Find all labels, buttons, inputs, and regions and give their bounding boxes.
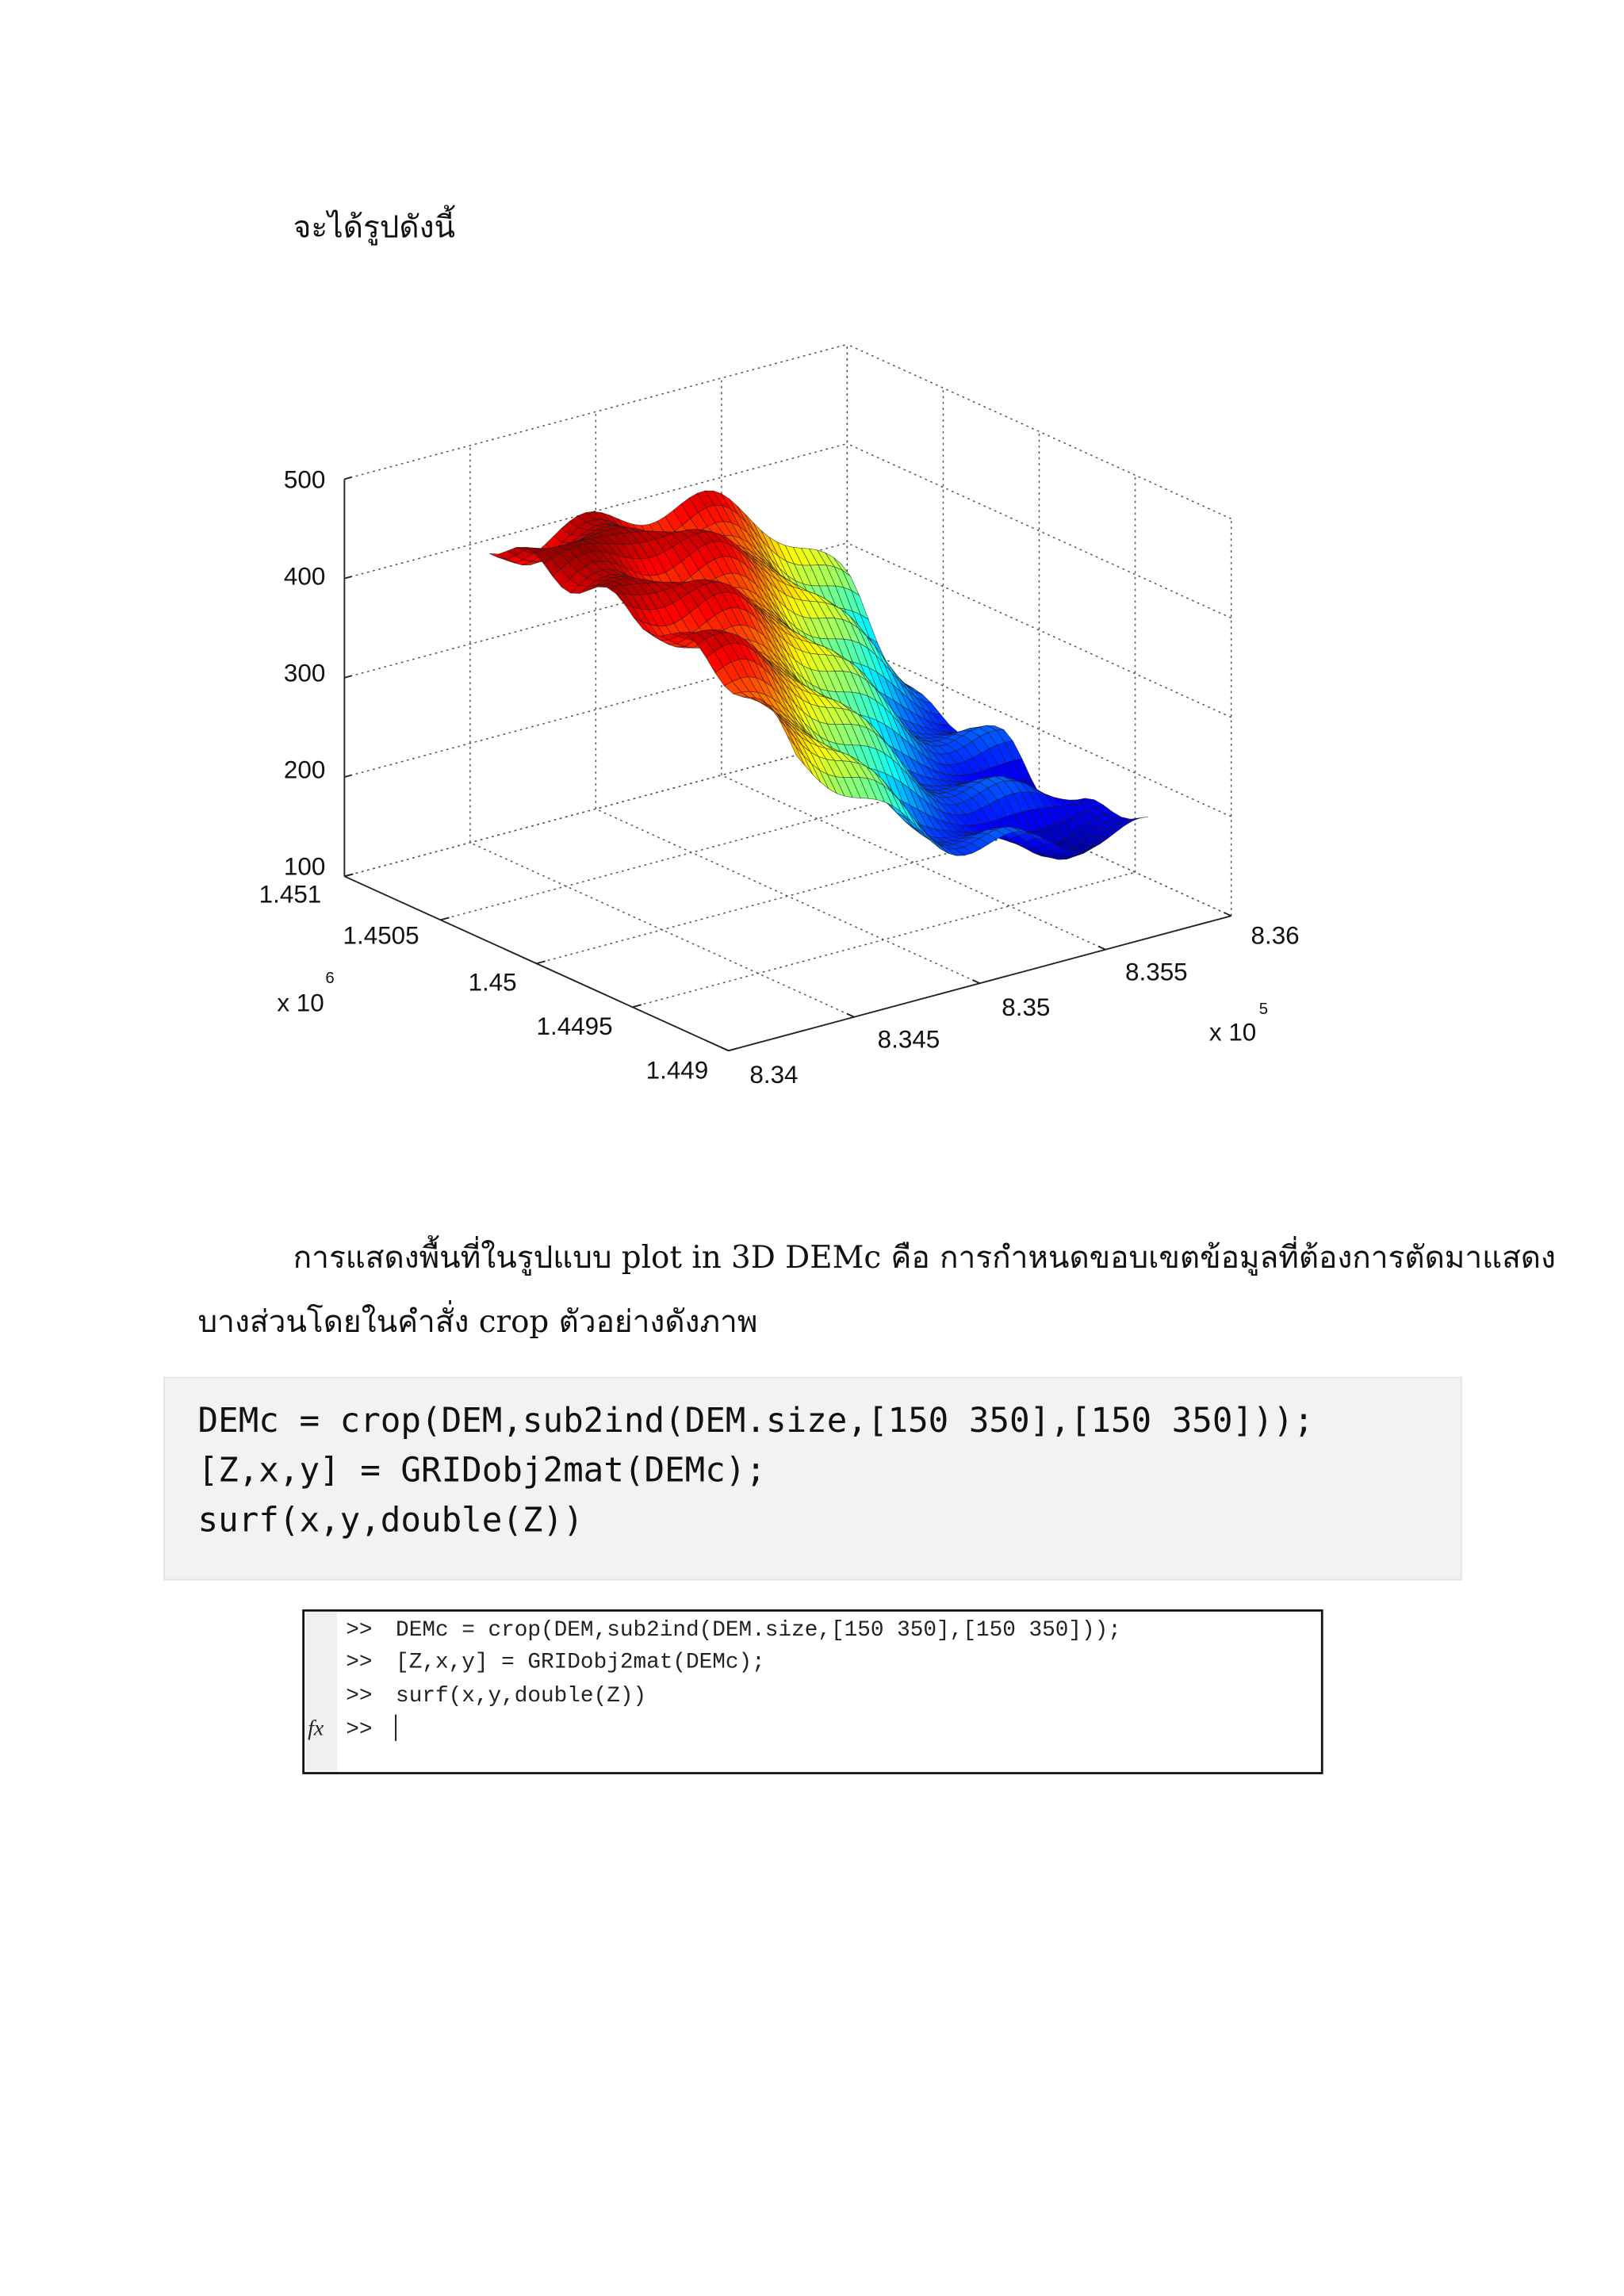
x-tick-label: 8.35 bbox=[1002, 993, 1050, 1021]
grid-line bbox=[632, 871, 1136, 1008]
x-tick-label: 8.36 bbox=[1251, 921, 1300, 949]
code-line: DEMc = crop(DEM,sub2ind(DEM.size,[150 35… bbox=[198, 1402, 1314, 1441]
console-window bbox=[302, 1609, 1323, 1774]
x-tick-label: 8.34 bbox=[749, 1061, 798, 1089]
tick-mark bbox=[536, 960, 546, 965]
z-tick-label: 200 bbox=[284, 756, 325, 783]
paragraph-line: บางส่วนโดยในคำสั่ง crop ตัวอย่างดังภาพ bbox=[198, 1300, 758, 1340]
y-tick-label: 1.451 bbox=[259, 881, 322, 909]
surface-figure: 5004003002001001.4511.45051.451.44951.44… bbox=[259, 343, 1300, 1089]
console-prompt: >> bbox=[346, 1684, 372, 1709]
x-tick-label: 8.345 bbox=[878, 1026, 940, 1054]
tick-mark bbox=[972, 979, 981, 985]
tick-mark bbox=[344, 476, 352, 480]
x-multiplier: x 10 bbox=[1209, 1018, 1256, 1046]
code-line: [Z,x,y] = GRIDobj2mat(DEMc); bbox=[198, 1452, 766, 1490]
code-line: surf(x,y,double(Z)) bbox=[198, 1502, 584, 1540]
x-multiplier-exponent: 5 bbox=[1259, 1001, 1268, 1018]
console: >> DEMc = crop(DEM,sub2ind(DEM.size,[150 … bbox=[308, 1618, 1121, 1743]
code-block bbox=[163, 1376, 1462, 1581]
grid-line bbox=[344, 343, 848, 480]
y-multiplier-exponent: 6 bbox=[325, 970, 334, 987]
surface-patch bbox=[787, 736, 805, 766]
console-gutter bbox=[304, 1612, 338, 1772]
surface bbox=[488, 490, 1149, 860]
y-multiplier: x 10 bbox=[277, 989, 324, 1016]
x-tick-label: 8.355 bbox=[1125, 959, 1188, 986]
y-tick-label: 1.449 bbox=[646, 1056, 709, 1084]
z-tick-label: 300 bbox=[284, 659, 325, 687]
z-tick-label: 500 bbox=[284, 466, 325, 494]
console-command: surf(x,y,double(Z)) bbox=[396, 1684, 646, 1709]
tick-mark bbox=[1097, 945, 1106, 951]
paragraph-line: การแสดงพื้นที่ในรูปแบบ plot in 3D DEMc ค… bbox=[293, 1235, 1556, 1276]
console-command: DEMc = crop(DEM,sub2ind(DEM.size,[150 35… bbox=[396, 1618, 1121, 1643]
tick-mark bbox=[1224, 912, 1232, 917]
y-tick-label: 1.4505 bbox=[343, 921, 419, 949]
tick-mark bbox=[344, 675, 352, 679]
console-command: [Z,x,y] = GRIDobj2mat(DEMc); bbox=[396, 1650, 765, 1674]
tick-mark bbox=[344, 873, 354, 878]
tick-mark bbox=[721, 1047, 730, 1052]
y-tick-label: 1.4495 bbox=[537, 1012, 613, 1040]
z-tick-label: 400 bbox=[284, 562, 325, 590]
fx-icon: fx bbox=[308, 1715, 324, 1739]
heading: จะได้รูปดังนี้ bbox=[293, 205, 456, 245]
y-tick-label: 1.45 bbox=[468, 968, 516, 996]
tick-mark bbox=[344, 576, 352, 580]
z-tick-label: 100 bbox=[284, 852, 325, 880]
tick-mark bbox=[440, 916, 450, 921]
grid-line bbox=[440, 784, 944, 921]
tick-mark bbox=[846, 1012, 855, 1018]
tick-mark bbox=[632, 1004, 642, 1008]
console-prompt: >> bbox=[346, 1717, 372, 1742]
tick-mark bbox=[728, 1047, 737, 1052]
console-prompt: >> bbox=[346, 1618, 372, 1643]
console-prompt: >> bbox=[346, 1650, 372, 1674]
tick-mark bbox=[344, 774, 352, 778]
